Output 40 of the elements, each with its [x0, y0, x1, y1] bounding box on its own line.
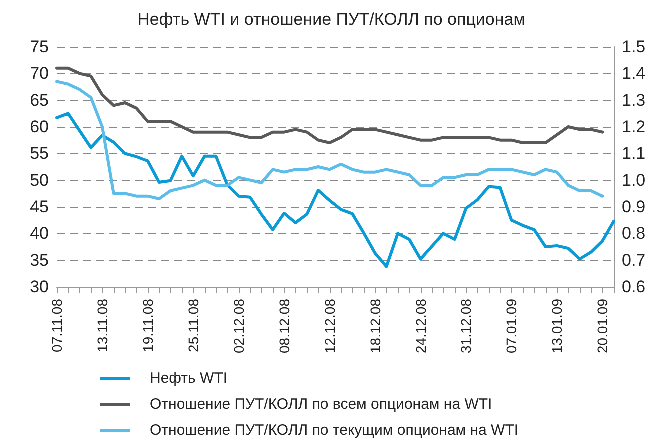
y-tick-label: 35	[30, 250, 49, 270]
y-tick-label: 40	[30, 224, 49, 244]
x-tick-label: 31.12.08	[458, 298, 474, 354]
y2-tick-label: 0.6	[622, 278, 646, 296]
x-tick-label: 19.11.08	[140, 298, 156, 352]
y-tick-label: 30	[30, 278, 49, 296]
legend-label: Отношение ПУТ/КОЛЛ по текущим опционам на WTI	[150, 422, 519, 439]
y2-tick-label: 0.8	[622, 224, 646, 244]
x-tick-label: 07.01.09	[504, 298, 520, 354]
y-tick-label: 55	[30, 144, 49, 164]
y-tick-label: 70	[30, 64, 49, 84]
x-tick-label: 13.11.08	[94, 298, 110, 352]
y2-tick-label: 1.0	[622, 170, 646, 190]
y2-tick-label: 1.1	[622, 144, 646, 164]
y-tick-label: 65	[30, 90, 49, 110]
y2-tick-label: 1.2	[622, 118, 646, 136]
x-tick-label: 07.11.08	[49, 298, 65, 352]
line-series	[56, 66, 604, 144]
x-tick-label: 13.01.09	[549, 298, 566, 354]
chart-title: Нефть WTI и отношение ПУТ/КОЛЛ по опционам	[138, 10, 526, 29]
y2-tick-label: 1.4	[622, 64, 646, 84]
x-tick-label: 02.12.08	[230, 298, 247, 354]
y2-tick-label: 0.9	[622, 198, 646, 216]
y-tick-label: 45	[30, 198, 49, 216]
y2-tick-label: 1.3	[622, 90, 646, 110]
y-tick-label: 50	[30, 170, 49, 190]
x-tick-label: 25.11.08	[185, 298, 202, 352]
x-tick-label: 12.12.08	[322, 298, 338, 354]
line-series	[56, 112, 616, 268]
x-tick-label: 18.12.08	[367, 298, 384, 354]
x-tick-label: 08.12.08	[276, 298, 292, 354]
y-tick-label: 60	[30, 118, 49, 136]
x-tick-label: 20.01.09	[594, 298, 611, 354]
y2-tick-label: 1.5	[622, 38, 646, 56]
y-tick-label: 75	[30, 38, 49, 56]
line-series	[56, 80, 604, 200]
legend-label: Отношение ПУТ/КОЛЛ по всем опционам на WTI	[150, 396, 492, 413]
y2-tick-label: 0.7	[622, 250, 646, 270]
legend-label: Нефть WTI	[150, 370, 228, 387]
x-tick-label: 24.12.08	[412, 298, 429, 354]
